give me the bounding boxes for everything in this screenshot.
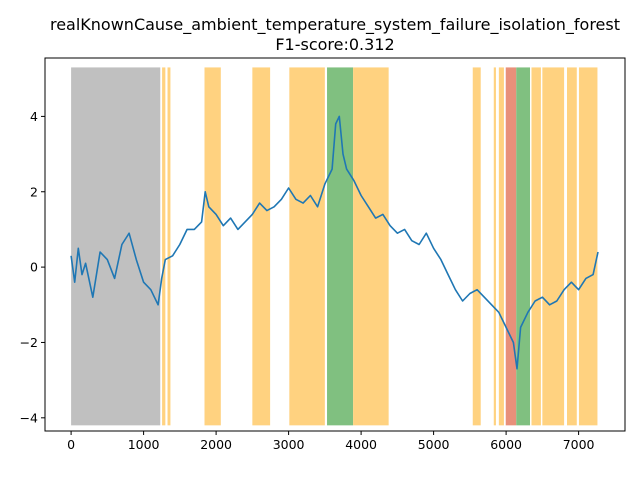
region-detected xyxy=(531,67,541,426)
x-tick-label: 7000 xyxy=(563,437,595,452)
x-tick-label: 6000 xyxy=(490,437,522,452)
region-detected xyxy=(493,67,496,426)
y-tick-label: −4 xyxy=(20,410,38,425)
region-detected xyxy=(167,67,171,426)
region-detected xyxy=(542,67,565,426)
region-true-positive xyxy=(516,67,531,426)
region-detected xyxy=(498,67,504,426)
y-tick-label: 4 xyxy=(30,109,38,124)
x-tick-label: 5000 xyxy=(418,437,450,452)
region-detected xyxy=(567,67,577,426)
y-tick-label: 0 xyxy=(30,260,38,275)
series-layer xyxy=(70,115,599,370)
y-axis: −4 −2 0 2 4 xyxy=(20,109,45,425)
shaded-regions xyxy=(71,67,598,426)
region-detected xyxy=(472,67,481,426)
x-axis: 0 1000 2000 3000 4000 5000 6000 7000 xyxy=(67,431,595,452)
region-anomaly-window xyxy=(505,67,517,426)
region-detected xyxy=(353,67,389,426)
y-tick-label: 2 xyxy=(30,184,38,199)
x-tick-label: 1000 xyxy=(128,437,160,452)
chart-title: realKnownCause_ambient_temperature_syste… xyxy=(50,15,620,35)
chart-subtitle: F1-score:0.312 xyxy=(275,35,394,54)
y-tick-label: −2 xyxy=(20,335,38,350)
x-tick-label: 4000 xyxy=(345,437,377,452)
region-detected xyxy=(162,67,166,426)
region-detected xyxy=(289,67,325,426)
region-detected xyxy=(204,67,221,426)
series-line-0 xyxy=(70,115,599,370)
region-probationary xyxy=(71,67,161,426)
x-tick-label: 2000 xyxy=(200,437,232,452)
axes-frame xyxy=(44,57,626,432)
region-detected xyxy=(578,67,598,426)
x-tick-label: 3000 xyxy=(273,437,305,452)
region-detected xyxy=(252,67,271,426)
x-tick-label: 0 xyxy=(67,437,75,452)
